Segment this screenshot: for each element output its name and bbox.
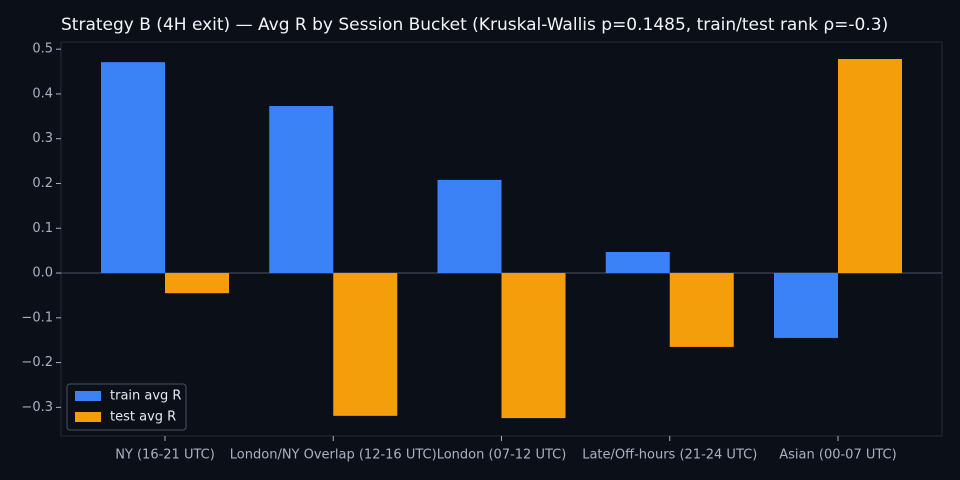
legend-swatch <box>75 391 101 401</box>
y-tick-label: 0.2 <box>32 176 53 191</box>
bar <box>605 251 670 274</box>
y-tick-label: −0.3 <box>21 400 53 415</box>
bar <box>501 273 566 419</box>
legend-label: test avg R <box>110 410 176 425</box>
y-tick-label: 0.4 <box>32 86 53 101</box>
x-tick-label: London (07-12 UTC) <box>437 448 567 463</box>
y-tick-label: −0.2 <box>21 355 53 370</box>
y-tick-label: −0.1 <box>21 310 53 325</box>
x-tick-label: Asian (00-07 UTC) <box>779 448 896 463</box>
y-tick-label: 0.0 <box>32 266 53 281</box>
x-tick-label: NY (16-21 UTC) <box>115 448 215 463</box>
bar <box>437 179 502 274</box>
bar <box>269 106 334 274</box>
bar <box>669 273 734 347</box>
bar <box>333 273 398 416</box>
bar <box>774 273 838 338</box>
x-tick-label: Late/Off-hours (21-24 UTC) <box>582 448 757 463</box>
y-tick-label: 0.3 <box>32 131 53 146</box>
y-tick-label: 0.5 <box>32 42 53 57</box>
bar <box>165 273 229 294</box>
y-tick-label: 0.1 <box>32 221 53 236</box>
chart-title: Strategy B (4H exit) — Avg R by Session … <box>61 15 888 35</box>
legend-swatch <box>75 412 101 422</box>
x-tick-label: London/NY Overlap (12-16 UTC) <box>230 448 437 463</box>
bar <box>101 62 165 274</box>
legend-label: train avg R <box>110 389 181 404</box>
bar <box>838 59 902 274</box>
